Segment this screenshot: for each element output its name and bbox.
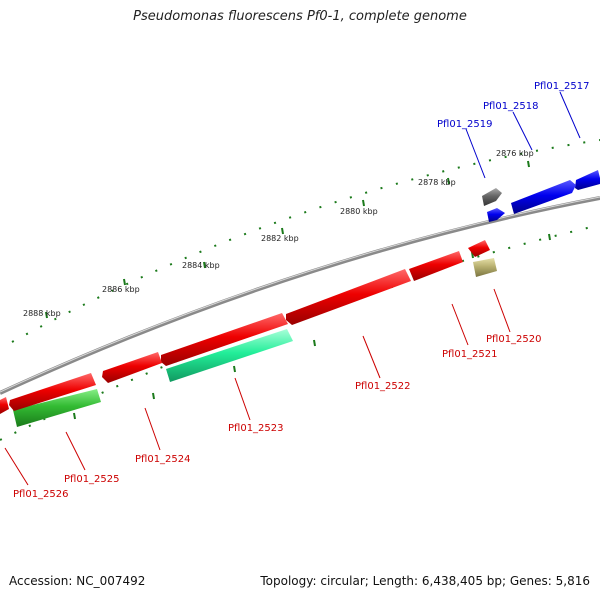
tick-2880 xyxy=(362,199,365,207)
gene-label-pfl01-2521[interactable]: Pfl01_2521 xyxy=(442,349,498,360)
gene-pfl01-2521-arrow[interactable] xyxy=(409,251,463,281)
leader-lines xyxy=(4,91,581,486)
gene-label-pfl01-2522[interactable]: Pfl01_2522 xyxy=(355,381,411,392)
outer-tick-ruler: 2876 kbp 2878 kbp 2880 kbp 2882 kbp 2884… xyxy=(11,139,600,343)
gene-label-pfl01-2517[interactable]: Pfl01_2517 xyxy=(534,81,590,92)
gene-label-pfl01-2518[interactable]: Pfl01_2518 xyxy=(483,101,539,112)
genome-summary-text: Topology: circular; Length: 6,438,405 bp… xyxy=(260,574,590,588)
outer-major-ticks xyxy=(45,160,530,319)
ruler-label-2878: 2878 kbp xyxy=(418,178,456,187)
gene-pfl01-2524b-arrow[interactable] xyxy=(102,352,162,383)
leader-2524 xyxy=(144,407,161,451)
gene-pfl01-2523-arrow[interactable] xyxy=(166,329,293,382)
genome-backbone xyxy=(0,196,600,395)
gene-pfl01-2520-arrow[interactable] xyxy=(473,258,497,277)
ruler-label-2886: 2886 kbp xyxy=(102,285,140,294)
inner-tick-ruler xyxy=(0,224,600,441)
reverse-strand-genes xyxy=(0,240,497,427)
ruler-label-2882: 2882 kbp xyxy=(261,234,299,243)
leader-2519 xyxy=(465,128,486,179)
leader-2526 xyxy=(4,447,29,486)
tick-2884 xyxy=(203,261,206,269)
tick-2876 xyxy=(527,160,530,168)
leader-2525 xyxy=(65,431,86,471)
tick-2886 xyxy=(123,278,126,286)
gene-pfl01-2526-arrow[interactable] xyxy=(0,397,9,414)
gene-labels: Pfl01_2517 Pfl01_2518 Pfl01_2519 Pfl01_2… xyxy=(13,81,590,500)
ruler-label-2884: 2884 kbp xyxy=(182,261,220,270)
leader-2518 xyxy=(512,111,533,151)
gene-label-pfl01-2525[interactable]: Pfl01_2525 xyxy=(64,474,120,485)
forward-strand-genes xyxy=(482,170,600,222)
tick-2882 xyxy=(281,227,284,235)
gene-pfl01-2518-arrow[interactable] xyxy=(511,180,576,214)
gene-pfl01-2525-arrow[interactable] xyxy=(13,389,101,427)
map-title: Pseudomonas fluorescens Pf0-1, complete … xyxy=(133,9,467,24)
ruler-label-2880: 2880 kbp xyxy=(340,207,378,216)
accession-text: Accession: NC_007492 xyxy=(9,574,146,588)
gene-label-pfl01-2520[interactable]: Pfl01_2520 xyxy=(486,334,542,345)
inner-ruler-dots xyxy=(0,224,600,441)
gene-pfl01-2522-arrow[interactable] xyxy=(286,269,411,325)
gene-pfl01-2525b-arrow[interactable] xyxy=(9,373,96,411)
gene-pfl01-2519-arrow[interactable] xyxy=(487,208,505,222)
tick-2878 xyxy=(447,177,450,185)
gene-pfl01-2524-arrow[interactable] xyxy=(161,313,288,366)
gene-label-pfl01-2526[interactable]: Pfl01_2526 xyxy=(13,489,69,500)
leader-2522 xyxy=(362,335,381,379)
genome-backbone-highlight xyxy=(0,196,600,393)
leader-2521 xyxy=(451,303,469,346)
gene-pfl01-2517-arrow[interactable] xyxy=(575,170,600,190)
leader-2523 xyxy=(234,377,251,421)
gene-label-pfl01-2523[interactable]: Pfl01_2523 xyxy=(228,423,284,434)
ruler-label-2888: 2888 kbp xyxy=(23,309,61,318)
tick-2888 xyxy=(45,311,48,319)
leader-2520 xyxy=(493,288,511,333)
gene-label-pfl01-2519[interactable]: Pfl01_2519 xyxy=(437,119,493,130)
gene-pfl01-2520-upper-arrow[interactable] xyxy=(468,240,490,257)
grey-feature-arrow[interactable] xyxy=(482,188,502,206)
leader-2517 xyxy=(559,91,581,139)
ruler-label-2876: 2876 kbp xyxy=(496,149,534,158)
gene-label-pfl01-2524[interactable]: Pfl01_2524 xyxy=(135,454,191,465)
